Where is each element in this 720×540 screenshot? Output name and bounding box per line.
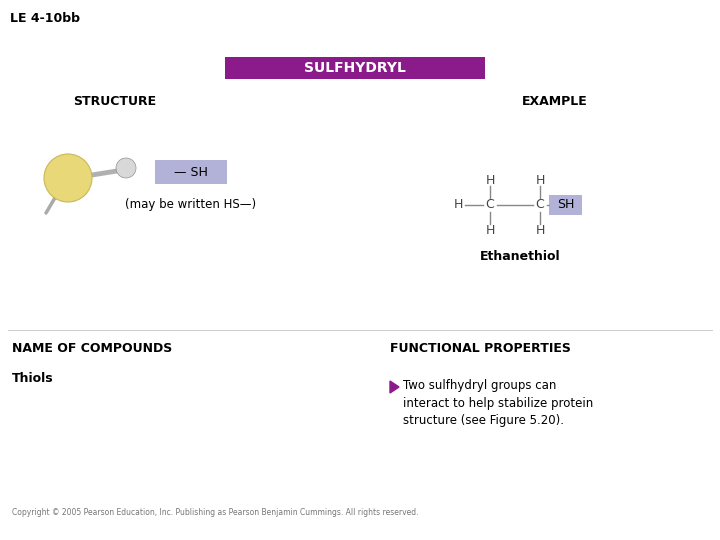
Text: Copyright © 2005 Pearson Education, Inc. Publishing as Pearson Benjamin Cummings: Copyright © 2005 Pearson Education, Inc.… <box>12 508 418 517</box>
Text: Ethanethiol: Ethanethiol <box>480 250 560 263</box>
Text: STRUCTURE: STRUCTURE <box>73 95 156 108</box>
Text: C: C <box>485 199 495 212</box>
Text: H: H <box>485 173 495 186</box>
Text: H: H <box>454 199 463 212</box>
FancyBboxPatch shape <box>549 195 582 215</box>
Text: Two sulfhydryl groups can
interact to help stabilize protein
structure (see Figu: Two sulfhydryl groups can interact to he… <box>403 379 593 427</box>
Polygon shape <box>390 381 399 393</box>
Text: (may be written HS—): (may be written HS—) <box>125 198 256 211</box>
FancyBboxPatch shape <box>225 57 485 79</box>
Text: SH: SH <box>557 199 574 212</box>
FancyBboxPatch shape <box>155 160 227 184</box>
Text: FUNCTIONAL PROPERTIES: FUNCTIONAL PROPERTIES <box>390 342 571 355</box>
Text: C: C <box>536 199 544 212</box>
Text: H: H <box>535 224 545 237</box>
Circle shape <box>116 158 136 178</box>
Text: — SH: — SH <box>174 165 208 179</box>
Text: NAME OF COMPOUNDS: NAME OF COMPOUNDS <box>12 342 172 355</box>
Text: SULFHYDRYL: SULFHYDRYL <box>304 61 406 75</box>
Text: EXAMPLE: EXAMPLE <box>522 95 588 108</box>
Text: Thiols: Thiols <box>12 372 53 385</box>
Text: LE 4-10bb: LE 4-10bb <box>10 12 80 25</box>
Text: H: H <box>485 224 495 237</box>
Text: H: H <box>535 173 545 186</box>
Circle shape <box>44 154 92 202</box>
